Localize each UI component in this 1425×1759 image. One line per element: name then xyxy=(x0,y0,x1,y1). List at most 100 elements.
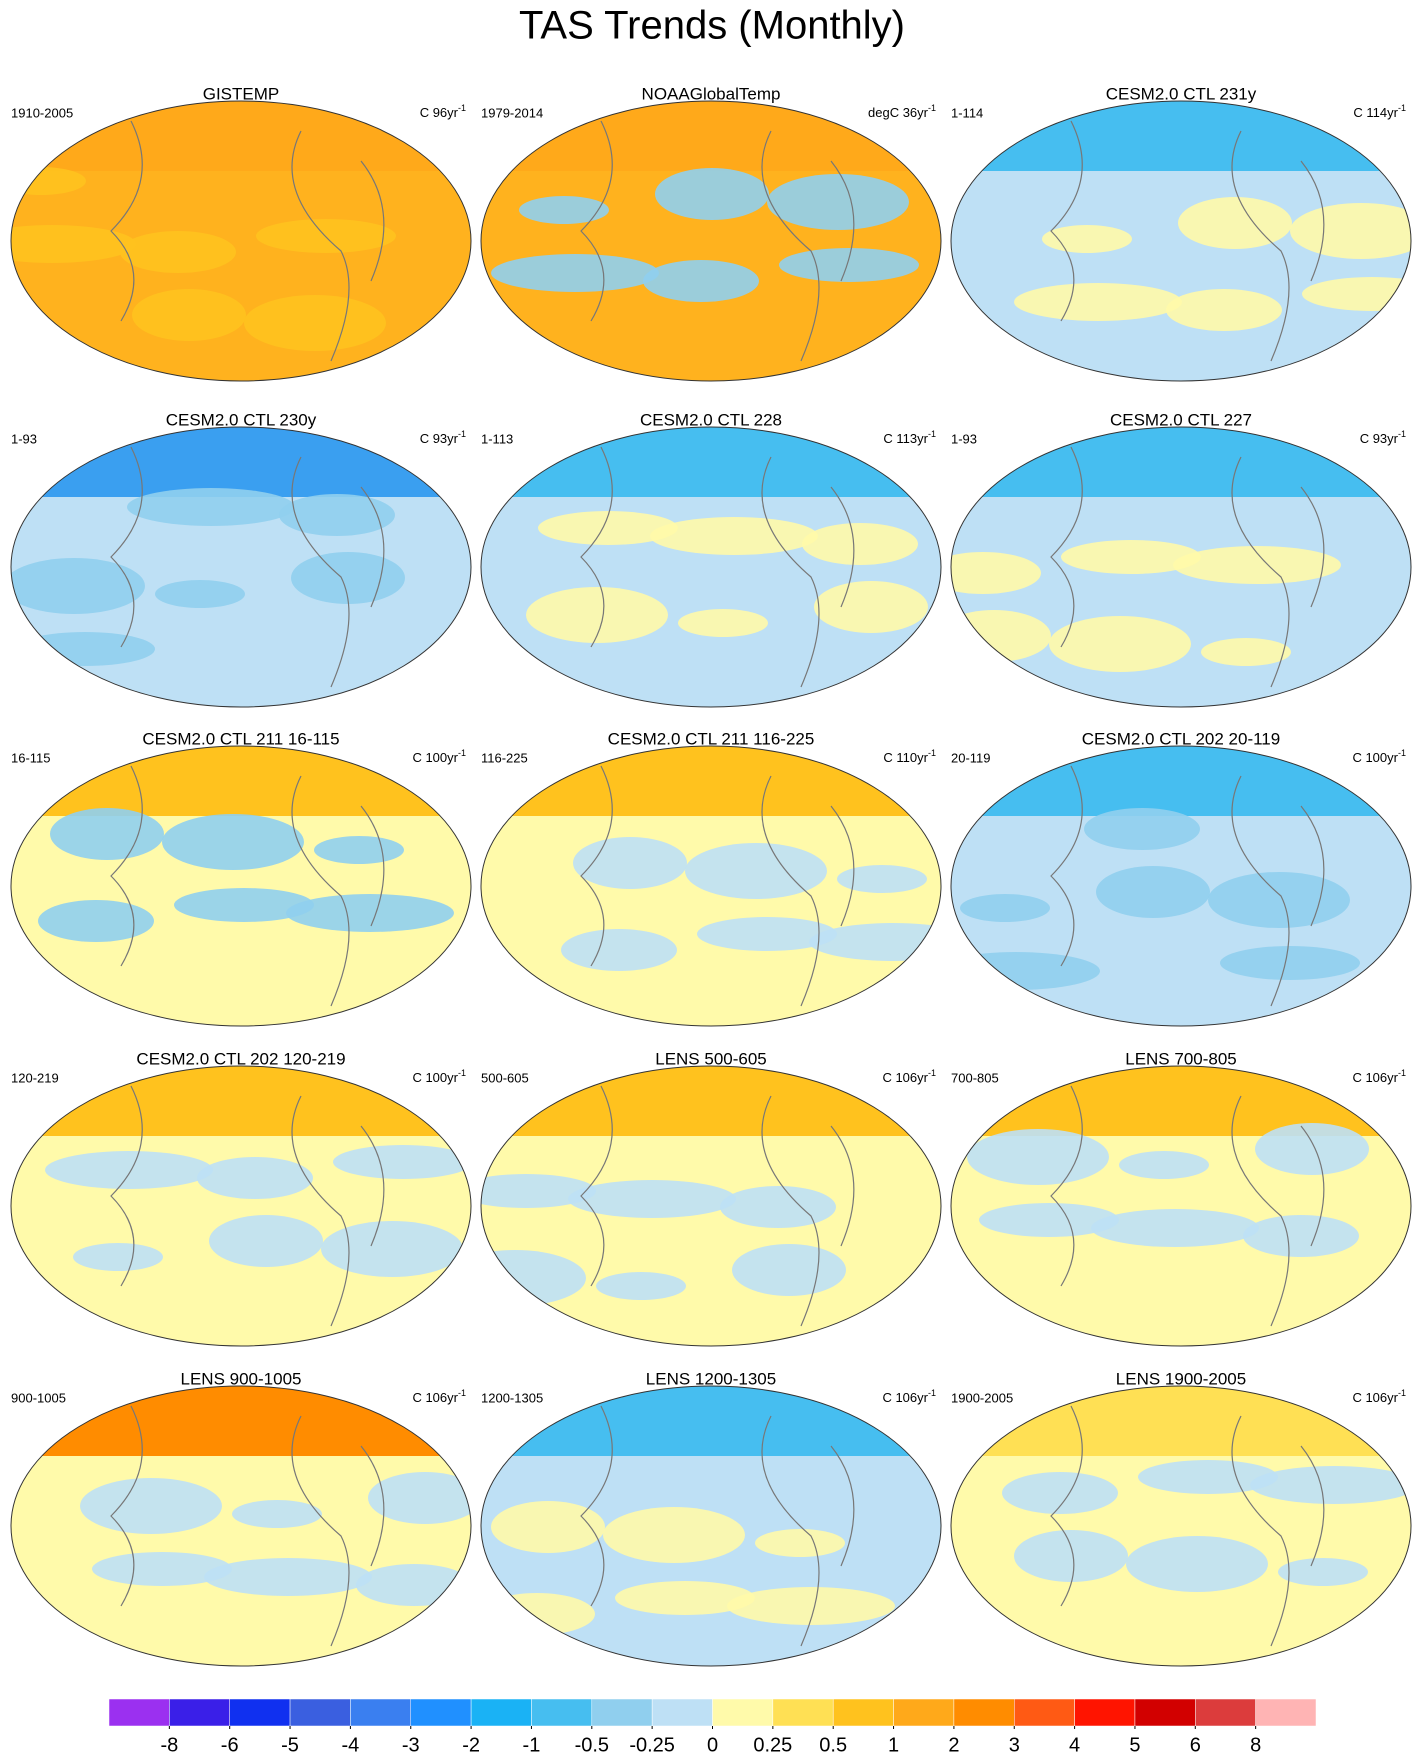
map-blob xyxy=(568,1180,736,1218)
panel-units: C 106yr-1 xyxy=(882,1068,936,1085)
panel-period: 1200-1305 xyxy=(481,1390,543,1405)
panel-title: GISTEMP xyxy=(203,84,280,103)
map-blob xyxy=(491,1501,605,1553)
panel-period: 1910-2005 xyxy=(11,105,73,120)
map-field xyxy=(11,1066,471,1346)
panel-units-text: C 100yr xyxy=(412,1070,458,1085)
panel-units: degC 36yr-1 xyxy=(868,103,936,120)
map-north-band xyxy=(11,1386,471,1456)
panel-title: CESM2.0 CTL 228 xyxy=(640,410,782,429)
map-blob xyxy=(727,1587,895,1625)
panel-period: 1-93 xyxy=(11,431,37,446)
colorbar-box xyxy=(1074,1698,1136,1727)
map-blob xyxy=(951,610,1051,662)
panel-units-exponent: -1 xyxy=(928,748,936,758)
map-blob xyxy=(1126,1536,1268,1592)
colorbar-box xyxy=(1014,1698,1075,1727)
panel-units-text: C 106yr xyxy=(882,1070,928,1085)
panel-units-exponent: -1 xyxy=(458,429,466,439)
colorbar-label: -1 xyxy=(523,1734,541,1756)
panel-units-exponent: -1 xyxy=(1398,748,1406,758)
colorbar-box xyxy=(1195,1698,1256,1727)
map-blob xyxy=(1173,546,1341,584)
coastline xyxy=(1050,1085,1325,1327)
panel-title: CESM2.0 CTL 230y xyxy=(166,410,317,429)
map-panel xyxy=(10,100,472,382)
map-blob xyxy=(643,260,759,302)
colorbar-box xyxy=(169,1698,230,1727)
map-blob xyxy=(685,843,827,899)
colorbar-label: 3 xyxy=(1009,1734,1020,1756)
map-field xyxy=(11,746,471,1026)
map-blob xyxy=(197,1157,313,1199)
map-blob xyxy=(314,836,404,864)
map-blob xyxy=(209,1215,323,1267)
map-field xyxy=(481,101,941,381)
map-blob xyxy=(519,196,609,224)
map-panel xyxy=(950,1385,1412,1667)
coastline xyxy=(110,1405,385,1647)
colorbar-label: 6 xyxy=(1190,1734,1201,1756)
panel-title: CESM2.0 CTL 227 xyxy=(1110,410,1252,429)
colorbar-label: -4 xyxy=(342,1734,360,1756)
map-blob xyxy=(1049,616,1191,672)
coastline xyxy=(110,765,385,1007)
map-blob xyxy=(802,523,918,565)
map-panel xyxy=(480,745,942,1027)
map-blob xyxy=(979,1203,1119,1237)
map-panel xyxy=(480,100,942,382)
map-blob xyxy=(767,174,909,230)
map-blob xyxy=(80,1478,222,1534)
map-blob xyxy=(1042,225,1132,253)
panel-units-exponent: -1 xyxy=(928,1388,936,1398)
panel-units-text: C 106yr xyxy=(412,1390,458,1405)
map-blob xyxy=(256,219,396,253)
map-blob xyxy=(1014,1530,1128,1582)
map-panel xyxy=(10,1065,472,1347)
map-blob xyxy=(603,1507,745,1563)
map-border xyxy=(950,1065,1412,1347)
map-blob xyxy=(1061,540,1201,574)
map-blob xyxy=(232,1500,322,1528)
colorbar-label: 1 xyxy=(888,1734,899,1756)
map-panel xyxy=(950,745,1412,1027)
map-border xyxy=(950,426,1412,708)
map-blob xyxy=(697,917,837,951)
map-field xyxy=(481,746,941,1026)
map-border xyxy=(480,1065,942,1347)
map-border xyxy=(480,100,942,382)
map-blob xyxy=(356,1564,471,1606)
map-blob xyxy=(755,1529,845,1557)
map-border xyxy=(10,426,472,708)
coastline xyxy=(580,1405,855,1647)
coastline xyxy=(110,1085,385,1327)
colorbar-label: -5 xyxy=(281,1734,299,1756)
colorbar-label: 2 xyxy=(948,1734,959,1756)
panel-units-exponent: -1 xyxy=(458,748,466,758)
map-blob xyxy=(286,894,454,932)
map-blob xyxy=(967,1129,1109,1185)
colorbar-label: 0.25 xyxy=(753,1734,792,1756)
panel-title: LENS 700-805 xyxy=(1125,1049,1237,1068)
map-blob xyxy=(481,1250,586,1306)
map-blob xyxy=(615,1581,755,1615)
map-blob xyxy=(573,837,687,889)
map-border xyxy=(950,745,1412,1027)
map-blob xyxy=(481,1593,595,1635)
panel-units: C 113yr-1 xyxy=(883,429,936,446)
panel-title: LENS 1200-1305 xyxy=(646,1369,776,1388)
map-blob xyxy=(1091,1209,1259,1247)
map-field xyxy=(951,1386,1411,1666)
map-blob xyxy=(45,1151,213,1189)
map-blob xyxy=(951,552,1041,594)
coastline xyxy=(580,446,855,688)
map-blob xyxy=(538,511,678,545)
map-blob xyxy=(720,1186,836,1228)
panel-period: 700-805 xyxy=(951,1070,999,1085)
panel-title: LENS 500-605 xyxy=(655,1049,767,1068)
panel-period: 500-605 xyxy=(481,1070,529,1085)
map-blob xyxy=(1201,638,1291,666)
map-blob xyxy=(650,517,818,555)
map-blob xyxy=(678,609,768,637)
panel-units-text: C 96yr xyxy=(420,105,459,120)
